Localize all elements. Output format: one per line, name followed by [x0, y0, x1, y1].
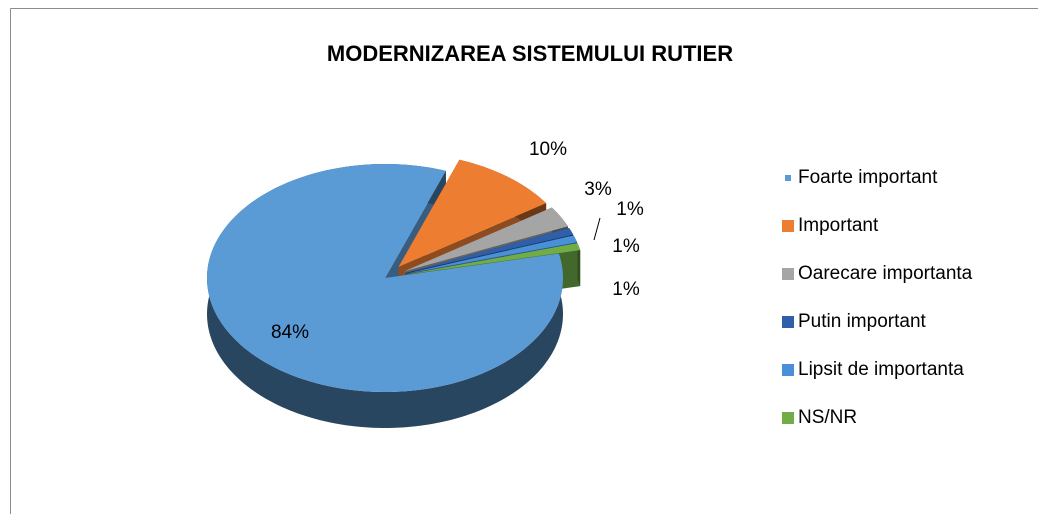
- legend: Foarte important Important Oarecare import…: [782, 167, 973, 428]
- legend-marker: [782, 220, 794, 232]
- data-label: 1%: [616, 199, 644, 220]
- data-label: 1%: [612, 279, 640, 300]
- legend-marker: [782, 364, 794, 376]
- legend-label: Putin important: [798, 311, 927, 332]
- pie: [207, 159, 581, 428]
- legend-label: NS/NR: [798, 407, 857, 428]
- legend-label: Oarecare importanta: [798, 263, 973, 284]
- legend-label: Lipsit de importanta: [798, 359, 964, 380]
- data-label: 84%: [271, 322, 309, 343]
- pie-slice: [406, 243, 581, 275]
- leader-line: [593, 217, 601, 241]
- legend-label: Important: [798, 215, 879, 236]
- legend-label: Foarte important: [798, 167, 938, 188]
- legend-marker: [785, 175, 791, 181]
- legend-marker: [782, 268, 794, 280]
- pie-slice: [207, 164, 563, 392]
- legend-marker: [782, 316, 794, 328]
- pie-slice: [405, 235, 578, 274]
- data-label: 3%: [584, 179, 612, 200]
- slice-side: [577, 243, 581, 287]
- data-label: 10%: [529, 139, 567, 160]
- pie-slice: [404, 207, 568, 272]
- pie-slice: [405, 227, 574, 273]
- chart-title: MODERNIZAREA SISTEMULUI RUTIER: [327, 41, 733, 66]
- data-label: 1%: [612, 236, 640, 257]
- pie-slice: [398, 159, 547, 267]
- legend-marker: [782, 412, 794, 424]
